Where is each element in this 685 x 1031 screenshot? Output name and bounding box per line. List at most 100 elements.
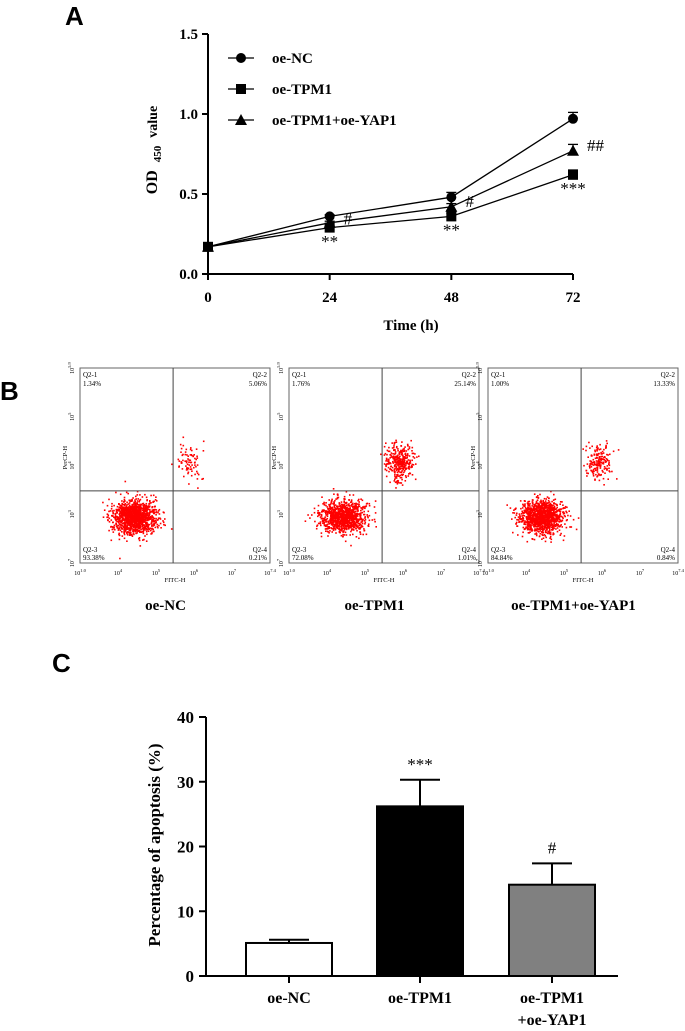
event-dot bbox=[521, 510, 524, 513]
event-dot bbox=[150, 494, 152, 497]
event-dot bbox=[111, 514, 113, 517]
event-dot bbox=[355, 519, 358, 521]
event-dot bbox=[367, 516, 369, 519]
event-dot bbox=[411, 446, 414, 449]
event-dot bbox=[605, 458, 608, 460]
event-dot bbox=[547, 527, 550, 529]
event-dot bbox=[531, 518, 533, 521]
event-dot bbox=[359, 528, 361, 530]
event-dot bbox=[148, 528, 151, 531]
event-dot bbox=[404, 465, 406, 467]
event-dot bbox=[122, 517, 125, 520]
event-dot bbox=[351, 525, 354, 527]
event-dot bbox=[145, 509, 148, 512]
event-dot bbox=[534, 503, 537, 505]
event-dot bbox=[388, 470, 390, 473]
event-dot bbox=[560, 515, 563, 518]
event-dot bbox=[537, 524, 539, 527]
event-dot bbox=[383, 454, 386, 456]
event-dot bbox=[338, 513, 341, 516]
event-dot bbox=[125, 514, 127, 516]
event-dot bbox=[331, 498, 333, 501]
event-dot bbox=[126, 517, 128, 519]
event-dot bbox=[109, 510, 112, 512]
event-dot bbox=[351, 502, 354, 505]
event-dot bbox=[142, 526, 145, 529]
event-dot bbox=[539, 518, 541, 520]
event-dot bbox=[363, 528, 365, 530]
event-dot bbox=[320, 535, 323, 538]
event-dot bbox=[146, 525, 148, 527]
event-dot bbox=[123, 510, 126, 512]
event-dot bbox=[551, 507, 554, 510]
event-dot bbox=[612, 450, 615, 453]
event-dot bbox=[152, 494, 155, 497]
event-dot bbox=[337, 519, 340, 522]
event-dot bbox=[119, 512, 121, 515]
quadrant-label: Q2-3 bbox=[491, 546, 506, 554]
event-dot bbox=[113, 504, 115, 507]
y-tick-label: 40 bbox=[177, 708, 194, 727]
event-dot bbox=[397, 449, 399, 452]
event-dot bbox=[325, 521, 327, 523]
flow-cytometry-panel: Q2-11.34%Q2-25.06%Q2-393.38%Q2-40.21%101… bbox=[62, 361, 685, 614]
event-dot bbox=[324, 518, 326, 521]
x-tick-label: 104 bbox=[114, 568, 123, 577]
event-dot bbox=[352, 523, 355, 526]
event-dot bbox=[341, 511, 343, 513]
event-dot bbox=[150, 521, 153, 523]
event-dot bbox=[549, 509, 551, 511]
event-dot bbox=[534, 510, 536, 512]
event-dot bbox=[181, 468, 184, 470]
event-dot bbox=[123, 496, 126, 499]
event-dot bbox=[136, 530, 138, 533]
event-dot bbox=[529, 527, 531, 529]
event-dot bbox=[562, 511, 565, 513]
event-dot bbox=[118, 503, 120, 505]
event-dot bbox=[345, 491, 348, 493]
event-dot bbox=[385, 442, 387, 444]
event-dot bbox=[353, 517, 356, 519]
y-tick-label: 0.0 bbox=[179, 267, 198, 283]
event-dot bbox=[317, 504, 320, 507]
event-dot bbox=[111, 505, 113, 508]
event-dot bbox=[143, 504, 145, 506]
event-dot bbox=[126, 501, 128, 504]
event-dot bbox=[134, 517, 136, 520]
event-dot bbox=[559, 503, 561, 505]
event-dot bbox=[400, 460, 402, 463]
event-dot bbox=[531, 505, 533, 507]
event-dot bbox=[145, 527, 148, 530]
event-dot bbox=[140, 507, 143, 509]
event-dot bbox=[392, 462, 395, 464]
event-dot bbox=[529, 529, 531, 531]
event-dot bbox=[194, 473, 196, 476]
event-dot bbox=[193, 466, 195, 469]
event-dot bbox=[602, 458, 604, 460]
event-dot bbox=[373, 518, 376, 521]
event-dot bbox=[410, 466, 412, 469]
x-tick-label: 48 bbox=[444, 290, 459, 306]
event-dot bbox=[186, 467, 188, 469]
event-dot bbox=[577, 517, 580, 519]
event-dot bbox=[334, 510, 336, 512]
event-dot bbox=[391, 447, 394, 449]
event-dot bbox=[541, 531, 543, 533]
event-dot bbox=[137, 518, 140, 520]
event-dot bbox=[124, 503, 127, 505]
event-dot bbox=[526, 519, 529, 522]
event-dot bbox=[311, 514, 313, 516]
event-dot bbox=[116, 509, 119, 512]
event-dot bbox=[156, 525, 159, 528]
event-dot bbox=[562, 539, 565, 542]
plot-frame bbox=[487, 367, 679, 564]
event-dot bbox=[343, 534, 346, 536]
event-dot bbox=[401, 458, 403, 461]
event-dot bbox=[150, 510, 152, 513]
event-dot bbox=[531, 511, 534, 513]
event-dot bbox=[595, 464, 597, 466]
event-dot bbox=[320, 517, 323, 520]
event-dot bbox=[530, 521, 533, 523]
event-dot bbox=[540, 506, 543, 508]
event-dot bbox=[130, 526, 133, 529]
